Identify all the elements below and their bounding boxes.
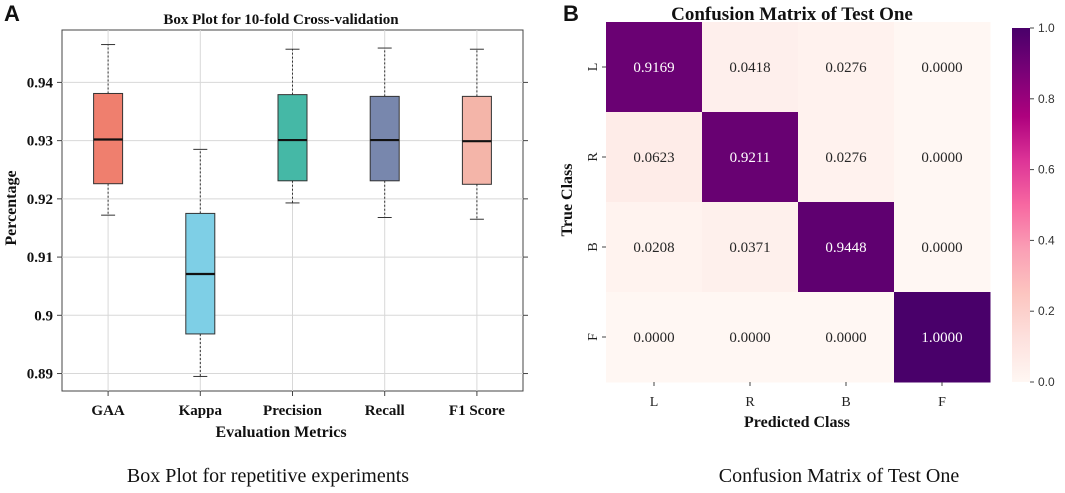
x-tick-label: R — [745, 395, 755, 410]
box-plot-x-axis-label: Evaluation Metrics — [215, 424, 346, 441]
confusion-matrix-panel: B Confusion Matrix of Test One 0.9169 0.0… — [559, 1, 1055, 431]
cell-value: 0.9169 — [633, 60, 674, 76]
box-body — [369, 95, 400, 182]
x-tick-label: F1 Score — [449, 403, 505, 419]
box-precision — [277, 48, 308, 204]
matrix-cell — [606, 202, 703, 293]
box-plot-y-ticks: 0.89 0.9 0.91 0.92 0.93 0.94 — [27, 75, 528, 383]
matrix-cell — [894, 22, 991, 113]
confusion-matrix-ticks: L R B F L R B F — [586, 63, 946, 410]
x-tick-label: Recall — [365, 403, 405, 419]
caption-right: Confusion Matrix of Test One — [719, 465, 960, 487]
x-tick-label: L — [650, 395, 659, 410]
confusion-matrix-x-axis-label: Predicted Class — [744, 414, 850, 431]
matrix-cell — [798, 22, 895, 113]
confusion-matrix-y-axis-label: True Class — [559, 163, 576, 236]
cell-value: 1.0000 — [921, 330, 962, 346]
cell-value: 0.0418 — [729, 60, 770, 76]
x-tick-label: B — [841, 395, 850, 410]
matrix-cell — [894, 202, 991, 293]
box-gaa — [93, 44, 124, 216]
cell-value: 0.0000 — [729, 330, 770, 346]
colorbar-tick-label: 0.4 — [1038, 233, 1055, 247]
cell-value: 0.0208 — [633, 240, 674, 256]
x-tick-label: GAA — [91, 403, 125, 419]
matrix-cell — [606, 292, 703, 383]
cell-value: 0.0000 — [825, 330, 866, 346]
box-f1-score — [461, 48, 492, 220]
colorbar-ticks: 0.0 0.2 0.4 0.6 0.8 1.0 — [1030, 21, 1055, 389]
cell-value: 0.9448 — [825, 240, 866, 256]
y-tick-label: 0.89 — [27, 367, 53, 383]
x-tick-label: Kappa — [179, 403, 223, 419]
cell-value: 0.0371 — [729, 240, 770, 256]
matrix-cell — [702, 112, 799, 203]
panel-letter-a: A — [4, 1, 20, 26]
matrix-cell — [702, 202, 799, 293]
y-tick-label: R — [586, 152, 601, 162]
panel-letter-b: B — [563, 1, 579, 26]
cell-value: 0.9211 — [730, 150, 771, 166]
colorbar — [1012, 28, 1030, 382]
matrix-cell — [606, 22, 703, 113]
matrix-cell — [702, 292, 799, 383]
y-tick-label: 0.9 — [34, 308, 53, 324]
colorbar-tick-label: 0.8 — [1038, 92, 1055, 106]
y-tick-label: L — [586, 63, 601, 72]
cell-value: 0.0276 — [825, 60, 867, 76]
matrix-cell — [606, 112, 703, 203]
x-tick-label: Precision — [263, 403, 323, 419]
colorbar-tick-label: 1.0 — [1038, 21, 1055, 35]
colorbar-tick-label: 0.0 — [1038, 375, 1055, 389]
matrix-cell — [798, 202, 895, 293]
cell-value: 0.0276 — [825, 150, 867, 166]
box-kappa — [185, 148, 216, 377]
box-plot-panel: A Box Plot for 10-fold Cross-validation … — [3, 1, 528, 441]
confusion-matrix-cells: 0.9169 0.0418 0.0276 0.0000 0.0623 0.9211 0.02… — [606, 22, 991, 383]
matrix-cell — [702, 22, 799, 113]
cell-value: 0.0000 — [633, 330, 674, 346]
cell-value: 0.0623 — [633, 150, 674, 166]
y-tick-label: 0.92 — [27, 192, 53, 208]
y-tick-label: 0.93 — [27, 134, 53, 150]
box-plot-y-axis-label: Percentage — [3, 170, 20, 245]
box-recall — [369, 47, 400, 218]
x-tick-label: F — [938, 395, 946, 410]
box-body — [277, 94, 308, 182]
matrix-cell — [894, 112, 991, 203]
cell-value: 0.0000 — [921, 240, 962, 256]
matrix-cell — [798, 112, 895, 203]
y-tick-label: F — [586, 333, 601, 341]
box-plot-boxes — [93, 44, 492, 377]
box-plot-title: Box Plot for 10-fold Cross-validation — [163, 12, 399, 28]
y-tick-label: 0.94 — [27, 75, 54, 91]
matrix-cell — [798, 292, 895, 383]
matrix-cell — [894, 292, 991, 383]
y-tick-label: B — [586, 242, 601, 251]
confusion-matrix-title: Confusion Matrix of Test One — [671, 4, 913, 25]
cell-value: 0.0000 — [921, 150, 962, 166]
colorbar-tick-label: 0.6 — [1038, 163, 1055, 177]
box-plot-x-ticks: GAA Kappa Precision Recall F1 Score — [91, 391, 505, 419]
caption-left: Box Plot for repetitive experiments — [127, 465, 409, 487]
colorbar-tick-label: 0.2 — [1038, 304, 1055, 318]
cell-value: 0.0000 — [921, 60, 962, 76]
y-tick-label: 0.91 — [27, 250, 53, 266]
